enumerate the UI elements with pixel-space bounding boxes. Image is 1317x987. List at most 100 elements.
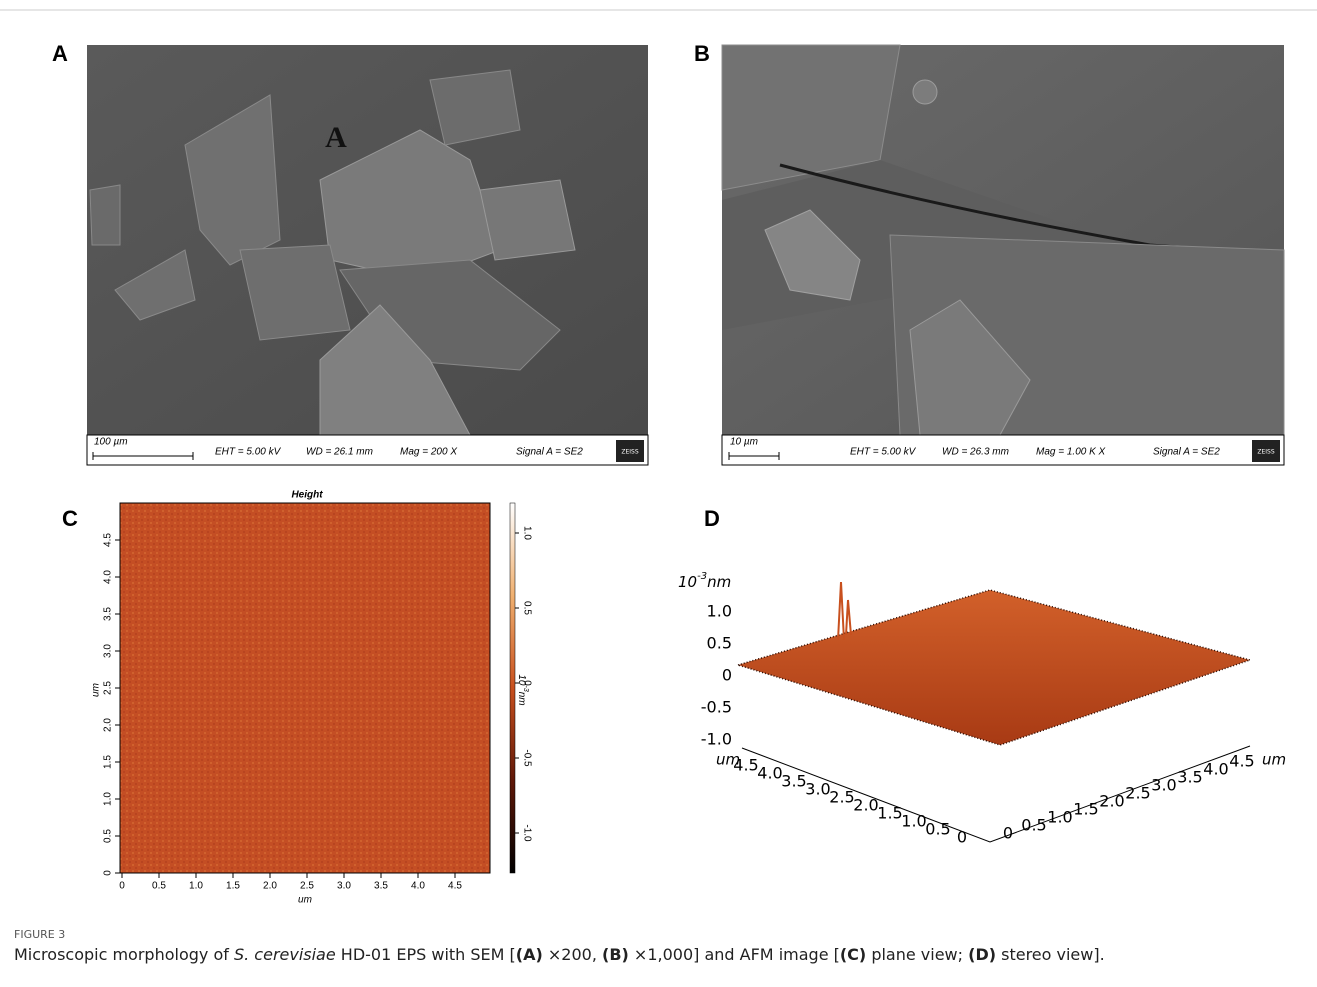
left-tick-label: 4.0 xyxy=(757,764,782,783)
caption-segment: plane view; xyxy=(866,945,968,964)
panel-label: A xyxy=(52,41,68,66)
z-exp: -3 xyxy=(697,571,707,582)
overlay-label: A xyxy=(325,121,347,154)
colorbar-tick-label: 0.5 xyxy=(521,601,532,615)
z-unit-text: nm xyxy=(707,573,731,591)
page: A A 100 µm EHT = 5.00 kV WD = 26.1 mm Ma… xyxy=(0,0,1317,987)
panel-label: C xyxy=(62,506,78,531)
caption-species: S. cerevisiae xyxy=(234,945,336,964)
z-base: 10 xyxy=(678,573,697,591)
left-tick-label: 2.5 xyxy=(829,788,854,807)
signal: Signal A = SE2 xyxy=(516,447,583,458)
x-tick-label: 0 xyxy=(119,881,125,892)
caption-segment: HD-01 EPS with SEM [ xyxy=(336,945,516,964)
z-tick-label: -0.5 xyxy=(701,698,732,717)
x-tick-label: 1.0 xyxy=(189,881,203,892)
left-tick-label: 1.5 xyxy=(877,804,902,823)
caption-segment: stereo view]. xyxy=(996,945,1105,964)
x-tick-label: 4.0 xyxy=(411,881,425,892)
caption-ref: (D) xyxy=(968,945,996,964)
plot-title: Height xyxy=(291,490,323,501)
sem-info-bar: 10 µm EHT = 5.00 kV WD = 26.3 mm Mag = 1… xyxy=(722,435,1284,465)
wd: WD = 26.3 mm xyxy=(942,447,1009,458)
right-tick-label: 0.5 xyxy=(1021,816,1046,835)
scale-bar-label: 100 µm xyxy=(94,437,128,448)
y-tick-label: 4.0 xyxy=(103,570,114,584)
right-axis-label: um xyxy=(1262,751,1286,769)
caption: FIGURE 3 Microscopic morphology of S. ce… xyxy=(14,928,1304,964)
caption-segment: ×1,000] and AFM image [ xyxy=(629,945,840,964)
eht: EHT = 5.00 kV xyxy=(850,447,917,458)
right-tick-label: 2.0 xyxy=(1099,792,1124,811)
sem-image-a: A xyxy=(87,45,648,435)
z-tick-label: -1.0 xyxy=(701,730,732,749)
colorbar-tick-label: 1.0 xyxy=(521,526,532,540)
z-tick-label: 0.5 xyxy=(707,634,732,653)
y-tick-label: 3.5 xyxy=(103,607,114,621)
caption-segment: ×200, xyxy=(543,945,602,964)
right-tick-label: 3.0 xyxy=(1151,776,1176,795)
left-tick-label: 4.5 xyxy=(733,756,758,775)
mag: Mag = 1.00 K X xyxy=(1036,447,1106,458)
sem-info-bar: 100 µm EHT = 5.00 kV WD = 26.1 mm Mag = … xyxy=(87,435,648,465)
y-tick-label: 1.5 xyxy=(103,755,114,769)
caption-segment: Microscopic morphology of xyxy=(14,945,234,964)
left-tick-label: 0.5 xyxy=(925,820,950,839)
afm-surface xyxy=(738,590,1250,745)
colorbar-tick-label: 0 xyxy=(521,680,532,686)
x-tick-label: 3.5 xyxy=(374,881,388,892)
logo: ZEISS xyxy=(621,449,638,456)
y-tick-label: 2.5 xyxy=(103,681,114,695)
eht: EHT = 5.00 kV xyxy=(215,447,282,458)
y-tick-label: 3.0 xyxy=(103,644,114,658)
right-tick-label: 4.0 xyxy=(1203,760,1228,779)
y-tick-label: 0.5 xyxy=(103,829,114,843)
colorbar xyxy=(510,503,515,873)
left-tick-label: 2.0 xyxy=(853,796,878,815)
caption-ref: (B) xyxy=(602,945,629,964)
y-tick-label: 4.5 xyxy=(103,533,114,547)
sem-image-b xyxy=(722,45,1284,435)
colorbar-tick-label: -0.5 xyxy=(521,749,532,767)
x-tick-label: 0.5 xyxy=(152,881,166,892)
x-tick-label: 1.5 xyxy=(226,881,240,892)
right-tick-label: 2.5 xyxy=(1125,784,1150,803)
figure: A A 100 µm EHT = 5.00 kV WD = 26.1 mm Ma… xyxy=(0,0,1317,925)
right-tick-label: 4.5 xyxy=(1229,752,1254,771)
scale-bar-label: 10 µm xyxy=(730,437,758,448)
z-unit: 10-3nm xyxy=(678,571,731,591)
left-tick-label: 0 xyxy=(957,828,967,847)
colorbar-label: 10-3nm xyxy=(516,674,529,705)
colorbar-tick-label: -1.0 xyxy=(521,824,532,842)
z-tick-label: 1.0 xyxy=(707,602,732,621)
y-tick-label: 1.0 xyxy=(103,792,114,806)
left-tick-label: 3.0 xyxy=(805,780,830,799)
right-tick-label: 1.0 xyxy=(1047,808,1072,827)
x-axis-label: um xyxy=(298,895,312,906)
mag: Mag = 200 X xyxy=(400,447,457,458)
y-tick-label: 2.0 xyxy=(103,718,114,732)
left-tick-label: 1.0 xyxy=(901,812,926,831)
figure-label: FIGURE 3 xyxy=(14,928,1304,941)
z-tick-label: 0 xyxy=(722,666,732,685)
caption-ref: (C) xyxy=(840,945,866,964)
wd: WD = 26.1 mm xyxy=(306,447,373,458)
right-tick-label: 1.5 xyxy=(1073,800,1098,819)
logo: ZEISS xyxy=(1257,449,1274,456)
caption-text: Microscopic morphology of S. cerevisiae … xyxy=(14,945,1304,964)
right-tick-label: 3.5 xyxy=(1177,768,1202,787)
left-tick-label: 3.5 xyxy=(781,772,806,791)
y-tick-label: 0 xyxy=(103,870,114,876)
surface-spike xyxy=(838,582,851,640)
colorbar-unit: nm xyxy=(516,692,527,706)
panel-label: D xyxy=(704,506,720,531)
right-tick-label: 0 xyxy=(1003,824,1013,843)
signal: Signal A = SE2 xyxy=(1153,447,1220,458)
x-tick-label: 3.0 xyxy=(337,881,351,892)
panel-label: B xyxy=(694,41,710,66)
caption-ref: (A) xyxy=(516,945,543,964)
x-tick-label: 2.0 xyxy=(263,881,277,892)
x-tick-label: 4.5 xyxy=(448,881,462,892)
height-map xyxy=(120,503,490,873)
x-tick-label: 2.5 xyxy=(300,881,314,892)
